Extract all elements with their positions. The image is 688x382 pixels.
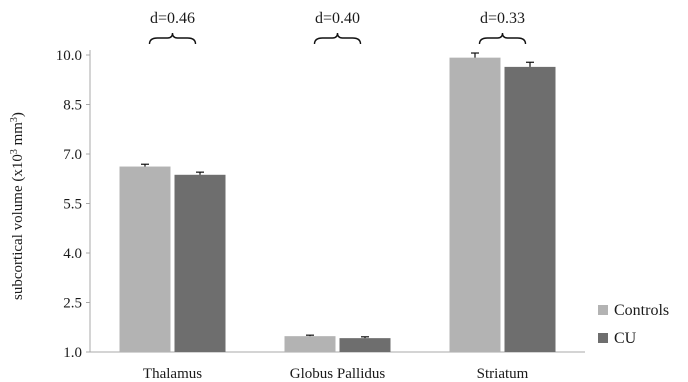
bars: [119, 52, 556, 352]
category-label: Striatum: [477, 366, 529, 382]
y-tick-label: 8.5: [63, 98, 82, 114]
y-tick-label: 5.5: [63, 197, 82, 213]
y-tick-label: 7.0: [63, 147, 82, 163]
legend-swatch-cu: [598, 333, 608, 343]
brace: [478, 32, 527, 45]
bar-controls-thalamus: [119, 166, 171, 352]
bar-cu-thalamus: [174, 174, 226, 352]
brace: [148, 32, 197, 45]
category-label: Globus Pallidus: [290, 366, 386, 382]
legend-label: CU: [614, 330, 637, 347]
effect-size-label: d=0.46: [150, 10, 195, 27]
legend-swatch-controls: [598, 305, 608, 315]
y-tick-label: 4.0: [63, 246, 82, 262]
effect-size-label: d=0.40: [315, 10, 360, 27]
bar-cu-striatum: [504, 66, 556, 352]
bar-controls-globus-pallidus: [284, 336, 336, 352]
bar-cu-globus-pallidus: [339, 338, 391, 352]
category-label: Thalamus: [143, 366, 202, 382]
y-tick-label: 1.0: [63, 345, 82, 361]
y-tick-label: 2.5: [63, 296, 82, 312]
effect-size-label: d=0.33: [480, 10, 525, 27]
category-labels: Thalamus Globus Pallidus Striatum: [143, 366, 529, 382]
effect-size-annotations: d=0.46 d=0.40 d=0.33: [148, 10, 527, 45]
bar-controls-striatum: [449, 57, 501, 352]
axes: [89, 50, 585, 353]
y-tick-label: 10.0: [56, 48, 82, 64]
y-ticks: 1.0 2.5 4.0 5.5 7.0 8.5 10.0: [56, 48, 90, 361]
brace: [313, 32, 362, 45]
legend: Controls CU: [598, 302, 669, 347]
legend-label: Controls: [614, 302, 669, 319]
y-axis-label: subcortical volume (x103 mm3): [9, 112, 27, 300]
